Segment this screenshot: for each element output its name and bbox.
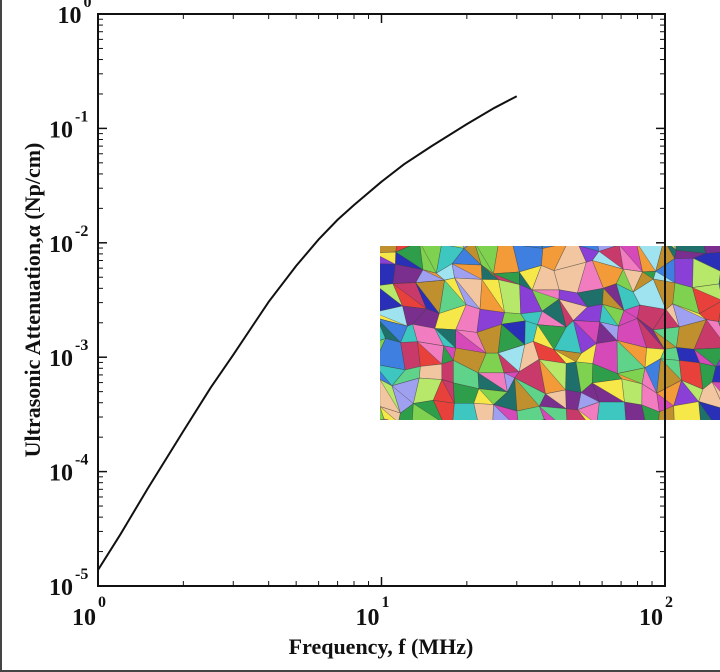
grain-cell bbox=[621, 378, 643, 406]
grain-cell bbox=[418, 363, 443, 380]
grain-cell bbox=[711, 365, 720, 383]
attenuation-series-line bbox=[98, 95, 518, 571]
y-tick-label: 10-3 bbox=[49, 337, 88, 372]
y-tick-exponent: -3 bbox=[75, 337, 88, 354]
x-tick-exponent: 1 bbox=[382, 594, 390, 611]
grain-cell bbox=[380, 418, 385, 420]
grain-microstructure-inset bbox=[380, 246, 720, 420]
x-tick-base: 10 bbox=[72, 605, 96, 631]
grain-cell bbox=[541, 418, 545, 420]
y-tick-exponent: 0 bbox=[84, 0, 92, 11]
grain-cell bbox=[624, 401, 646, 420]
grain-cell bbox=[691, 283, 720, 300]
y-tick-label: 10-4 bbox=[49, 452, 88, 487]
y-tick-base: 10 bbox=[49, 232, 73, 258]
grain-cell bbox=[658, 405, 675, 420]
y-axis-label: Ultrasonic Attenuation,α (Np/cm) bbox=[20, 143, 45, 458]
x-axis-label: Frequency, f (MHz) bbox=[289, 634, 474, 659]
grain-cell bbox=[641, 404, 660, 420]
grain-cell bbox=[596, 401, 627, 420]
y-tick-base: 10 bbox=[49, 346, 73, 372]
grain-cell bbox=[705, 319, 720, 339]
grain-cell bbox=[493, 404, 519, 420]
y-tick-exponent: -5 bbox=[75, 566, 88, 583]
y-tick-label: 10-1 bbox=[49, 108, 88, 143]
y-tick-exponent: -4 bbox=[75, 452, 88, 469]
y-tick-label: 10-5 bbox=[49, 566, 88, 601]
plot-frame bbox=[97, 13, 666, 587]
grain-cell bbox=[673, 401, 701, 420]
x-tick-label: 101 bbox=[356, 594, 390, 631]
grain-cell bbox=[383, 418, 390, 420]
y-tick-base: 10 bbox=[58, 3, 82, 29]
grain-cell bbox=[711, 381, 720, 392]
grain-cell bbox=[698, 381, 720, 409]
grain-cell bbox=[697, 401, 720, 420]
grain-cell bbox=[674, 257, 694, 288]
grain-cell bbox=[441, 359, 454, 384]
grain-cell bbox=[565, 408, 586, 420]
y-tick-base: 10 bbox=[49, 461, 73, 487]
x-tick-exponent: 0 bbox=[98, 594, 106, 611]
y-tick-base: 10 bbox=[49, 575, 73, 601]
grain-cell bbox=[452, 402, 478, 420]
y-tick-exponent: -1 bbox=[75, 108, 88, 125]
x-tick-base: 10 bbox=[356, 605, 380, 631]
x-tick-exponent: 2 bbox=[665, 594, 673, 611]
grain-cell bbox=[693, 347, 720, 367]
grain-cell bbox=[544, 419, 547, 420]
y-tick-label: 10-2 bbox=[49, 223, 88, 258]
grain-cell bbox=[398, 402, 414, 420]
grain-cells bbox=[380, 246, 720, 420]
grain-cell bbox=[473, 402, 494, 420]
x-tick-label: 102 bbox=[639, 594, 673, 631]
grain-cell bbox=[703, 246, 720, 254]
x-tick-label: 100 bbox=[72, 594, 106, 631]
y-tick-base: 10 bbox=[49, 117, 73, 143]
y-tick-label: 100 bbox=[58, 0, 92, 29]
x-tick-base: 10 bbox=[639, 605, 663, 631]
grain-cell bbox=[432, 399, 455, 420]
y-tick-exponent: -2 bbox=[75, 223, 88, 240]
